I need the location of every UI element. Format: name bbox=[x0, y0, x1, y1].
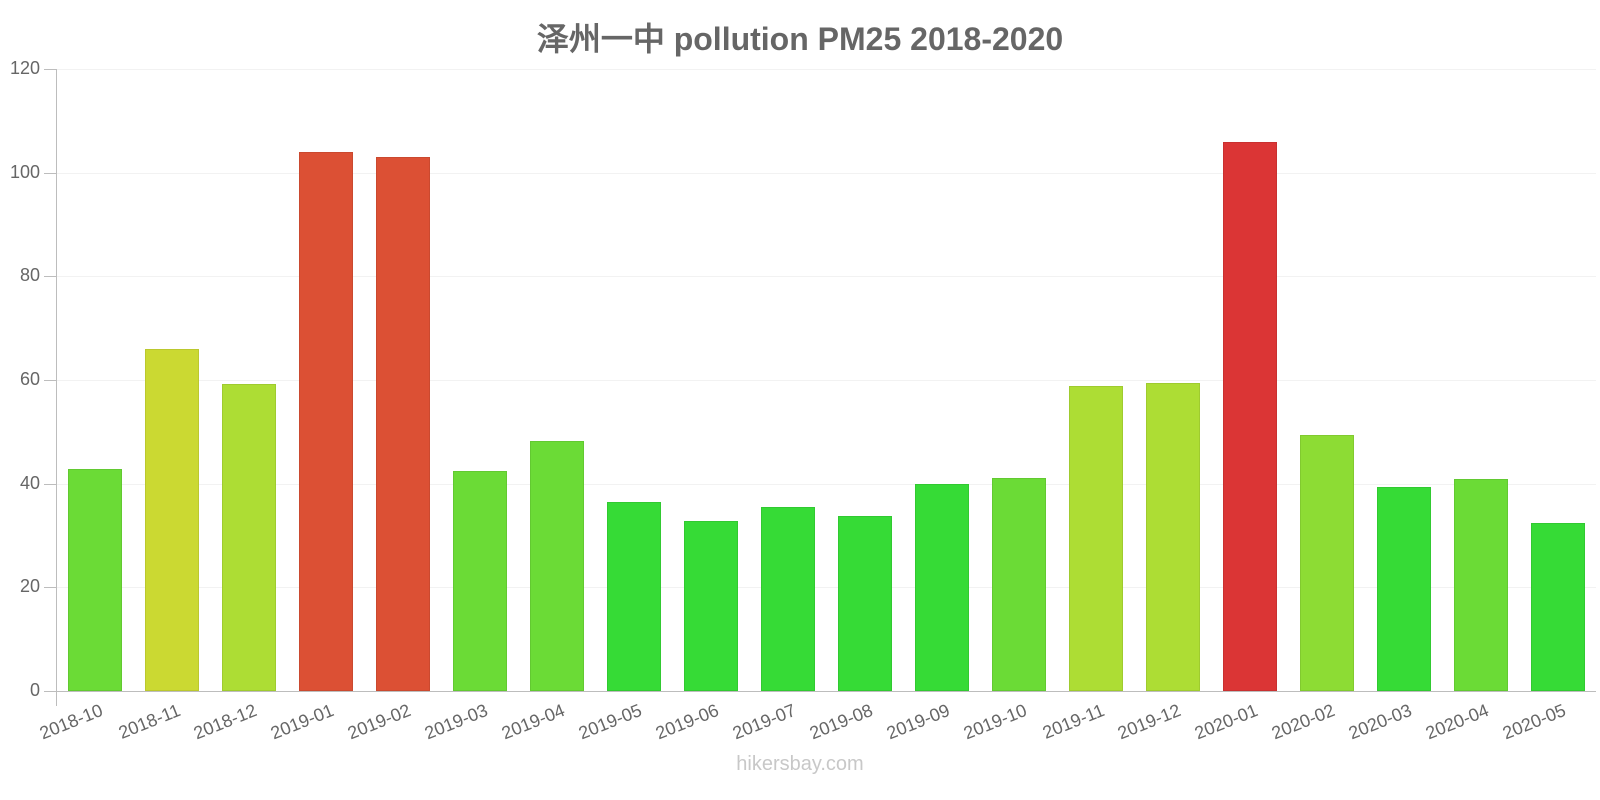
bar-2020-01[interactable] bbox=[1222, 142, 1277, 691]
x-axis-line bbox=[56, 691, 1596, 692]
x-tick-label: 2019-02 bbox=[345, 700, 414, 744]
gridline bbox=[56, 483, 1596, 485]
y-tick-mark bbox=[44, 172, 56, 174]
bar-2020-05[interactable] bbox=[1530, 523, 1585, 691]
y-tick-mark bbox=[44, 276, 56, 278]
bar-2020-03[interactable] bbox=[1376, 486, 1431, 691]
gridline bbox=[56, 172, 1596, 174]
bar-2018-11[interactable] bbox=[144, 348, 199, 691]
x-tick-label: 2019-12 bbox=[1115, 700, 1184, 744]
bar-2019-07[interactable] bbox=[760, 507, 815, 691]
x-tick-label: 2019-07 bbox=[730, 700, 799, 744]
bar-2018-10[interactable] bbox=[67, 469, 122, 691]
y-tick-mark bbox=[44, 483, 56, 485]
x-tick-label: 2019-05 bbox=[576, 700, 645, 744]
bar-2020-02[interactable] bbox=[1299, 434, 1354, 691]
bar-2019-11[interactable] bbox=[1068, 386, 1123, 691]
bar-2019-10[interactable] bbox=[991, 477, 1046, 691]
bar-2019-03[interactable] bbox=[452, 471, 507, 691]
x-tick-label: 2020-04 bbox=[1423, 700, 1492, 744]
y-tick-label: 60 bbox=[19, 369, 40, 389]
x-tick-label: 2019-04 bbox=[499, 700, 568, 744]
x-tick-label: 2020-02 bbox=[1269, 700, 1338, 744]
y-tick-mark bbox=[44, 691, 56, 692]
bar-2019-04[interactable] bbox=[529, 441, 584, 691]
x-tick-label: 2019-10 bbox=[961, 700, 1030, 744]
y-tick-label: 0 bbox=[29, 680, 40, 700]
x-tick-label: 2019-06 bbox=[653, 700, 722, 744]
y-tick-label: 20 bbox=[19, 576, 40, 597]
gridline bbox=[56, 276, 1596, 278]
bar-2019-09[interactable] bbox=[914, 483, 969, 691]
x-tick-label: 2018-12 bbox=[191, 700, 260, 744]
bar-2019-08[interactable] bbox=[837, 515, 892, 691]
y-tick-label: 40 bbox=[19, 472, 40, 493]
bar-2019-05[interactable] bbox=[606, 501, 661, 691]
chart-title: 泽州一中 pollution PM25 2018-2020 bbox=[536, 21, 1064, 57]
watermark: hikersbay.com bbox=[736, 753, 864, 775]
y-tick-label: 120 bbox=[9, 58, 40, 78]
bar-2019-02[interactable] bbox=[375, 157, 430, 691]
x-tick-label: 2018-11 bbox=[115, 700, 183, 743]
x-tick-label: 2019-03 bbox=[422, 700, 491, 744]
x-tick-label: 2019-08 bbox=[807, 700, 876, 744]
y-tick-label: 80 bbox=[19, 265, 40, 286]
plot-area bbox=[56, 69, 1596, 691]
x-tick-label: 2019-09 bbox=[884, 700, 953, 744]
y-tick-mark bbox=[44, 587, 56, 589]
y-axis-line bbox=[56, 69, 57, 706]
bar-2020-04[interactable] bbox=[1453, 479, 1508, 691]
y-tick-mark bbox=[44, 69, 56, 70]
gridline bbox=[56, 380, 1596, 381]
bar-2019-01[interactable] bbox=[298, 151, 353, 691]
x-tick-label: 2020-05 bbox=[1500, 700, 1569, 744]
x-tick-label: 2018-10 bbox=[37, 700, 106, 744]
y-tick-label: 100 bbox=[9, 161, 40, 182]
x-tick-label: 2019-11 bbox=[1039, 700, 1107, 743]
x-tick-label: 2020-03 bbox=[1346, 700, 1415, 744]
x-tick-label: 2020-01 bbox=[1192, 700, 1261, 744]
gridline bbox=[56, 69, 1596, 70]
bar-2018-12[interactable] bbox=[221, 384, 276, 691]
y-tick-mark bbox=[44, 380, 56, 381]
gridline bbox=[56, 587, 1596, 589]
bar-2019-12[interactable] bbox=[1145, 383, 1200, 691]
bar-2019-06[interactable] bbox=[683, 521, 738, 691]
x-tick-label: 2019-01 bbox=[268, 700, 337, 744]
